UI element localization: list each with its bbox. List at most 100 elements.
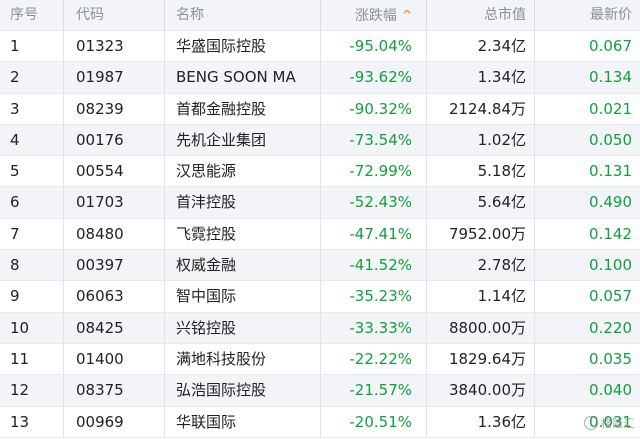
stock-name: 先机企业集团: [176, 130, 267, 149]
change-percent: -47.41%: [349, 224, 412, 243]
header-code[interactable]: 代码: [76, 7, 104, 23]
latest-price: 0.220: [589, 318, 632, 337]
table-row[interactable]: 7 08480 飞霓控股 -47.41% 7952.00万 0.142: [0, 218, 640, 251]
stock-code: 08425: [76, 318, 124, 337]
stock-code: 06063: [76, 287, 124, 306]
column-divider: [164, 156, 165, 187]
column-divider: [534, 0, 535, 30]
row-index: 2: [10, 68, 20, 87]
column-divider: [63, 312, 64, 343]
table-row[interactable]: 1 01323 华盛国际控股 -95.04% 2.34亿 0.067: [0, 31, 640, 63]
change-percent: -52.43%: [349, 193, 412, 212]
table-row[interactable]: 4 00176 先机企业集团 -73.54% 1.02亿 0.050: [0, 124, 640, 157]
latest-price: 0.100: [589, 256, 632, 275]
column-divider: [426, 0, 427, 30]
column-divider: [63, 0, 64, 30]
stock-code: 00397: [76, 256, 124, 275]
column-divider: [63, 93, 64, 124]
table-row[interactable]: 5 00554 汉思能源 -72.99% 5.18亿 0.131: [0, 156, 640, 188]
column-divider: [320, 250, 321, 281]
table-row[interactable]: 8 00397 权威金融 -41.52% 2.78亿 0.100: [0, 250, 640, 282]
latest-price: 0.050: [589, 130, 632, 149]
table-row[interactable]: 12 08375 弘浩国际控股 -21.57% 3840.00万 0.040: [0, 375, 640, 407]
column-divider: [63, 31, 64, 62]
column-divider: [63, 406, 64, 437]
latest-price: 0.131: [589, 162, 632, 181]
market-cap: 1829.64万: [448, 349, 526, 368]
stock-name: 华盛国际控股: [176, 37, 267, 55]
row-index: 5: [10, 162, 20, 181]
column-divider: [320, 312, 321, 343]
column-divider: [426, 187, 427, 218]
latest-price: 0.142: [589, 224, 632, 243]
sort-ascending-icon[interactable]: ^: [401, 8, 412, 22]
table-row[interactable]: 3 08239 首都金融控股 -90.32% 2124.84万 0.021: [0, 93, 640, 125]
column-divider: [426, 250, 427, 281]
market-cap: 2.34亿: [477, 37, 526, 55]
column-divider: [320, 0, 321, 30]
column-divider: [534, 31, 535, 62]
column-divider: [426, 124, 427, 156]
stock-code: 08375: [76, 381, 124, 400]
column-divider: [426, 312, 427, 343]
column-divider: [534, 156, 535, 187]
stock-code: 01323: [76, 37, 124, 55]
table-row[interactable]: 10 08425 兴铭控股 -33.33% 8800.00万 0.220: [0, 312, 640, 344]
column-divider: [320, 93, 321, 124]
column-divider: [320, 343, 321, 375]
header-name[interactable]: 名称: [176, 7, 204, 23]
row-index: 7: [10, 224, 20, 243]
table-row[interactable]: 6 01703 首沣控股 -52.43% 5.64亿 0.490: [0, 187, 640, 219]
latest-price: 0.035: [589, 349, 632, 368]
column-divider: [164, 406, 165, 437]
header-change[interactable]: 涨跌幅 ^: [292, 0, 412, 30]
column-divider: [63, 343, 64, 375]
market-cap: 1.14亿: [477, 287, 526, 306]
stock-code: 01400: [76, 349, 124, 368]
column-divider: [320, 187, 321, 218]
table-header: 序号 代码 名称 涨跌幅 ^ 总市值 最新价: [0, 0, 640, 31]
column-divider: [426, 375, 427, 406]
header-index[interactable]: 序号: [10, 7, 38, 23]
column-divider: [164, 375, 165, 406]
column-divider: [534, 375, 535, 406]
column-divider: [534, 187, 535, 218]
change-percent: -93.62%: [349, 68, 412, 87]
stock-name: 飞霓控股: [176, 224, 237, 243]
brand-logo-icon: [584, 416, 598, 430]
latest-price: 0.040: [589, 381, 632, 400]
watermark: 格隆汇: [584, 415, 634, 431]
change-percent: -90.32%: [349, 99, 412, 118]
market-cap: 8800.00万: [448, 318, 526, 337]
table-row[interactable]: 11 01400 满地科技股份 -22.22% 1829.64万 0.035: [0, 343, 640, 376]
stock-name: 满地科技股份: [176, 349, 267, 368]
row-index: 10: [10, 318, 30, 337]
column-divider: [534, 343, 535, 375]
column-divider: [426, 62, 427, 93]
column-divider: [164, 343, 165, 375]
table-body: 1 01323 华盛国际控股 -95.04% 2.34亿 0.067 2 01987 BENG …: [0, 31, 640, 438]
market-cap: 1.36亿: [477, 412, 526, 431]
change-percent: -73.54%: [349, 130, 412, 149]
header-market-cap[interactable]: 总市值: [484, 7, 526, 23]
change-percent: -35.23%: [349, 287, 412, 306]
row-index: 1: [10, 37, 20, 55]
stock-name: 汉思能源: [176, 162, 237, 181]
market-cap: 1.02亿: [477, 130, 526, 149]
watermark-text: 格隆汇: [601, 417, 634, 430]
column-divider: [320, 406, 321, 437]
table-row[interactable]: 2 01987 BENG SOON MA -93.62% 1.34亿 0.134: [0, 62, 640, 94]
column-divider: [164, 0, 165, 30]
change-percent: -33.33%: [349, 318, 412, 337]
column-divider: [320, 124, 321, 156]
column-divider: [164, 124, 165, 156]
table-row[interactable]: 13 00969 华联国际 -20.51% 1.36亿 0.031: [0, 406, 640, 438]
stock-name: 智中国际: [176, 287, 237, 306]
table-row[interactable]: 9 06063 智中国际 -35.23% 1.14亿 0.057: [0, 281, 640, 313]
change-percent: -41.52%: [349, 256, 412, 275]
column-divider: [63, 281, 64, 312]
header-price[interactable]: 最新价: [590, 7, 632, 23]
latest-price: 0.490: [589, 193, 632, 212]
column-divider: [164, 93, 165, 124]
